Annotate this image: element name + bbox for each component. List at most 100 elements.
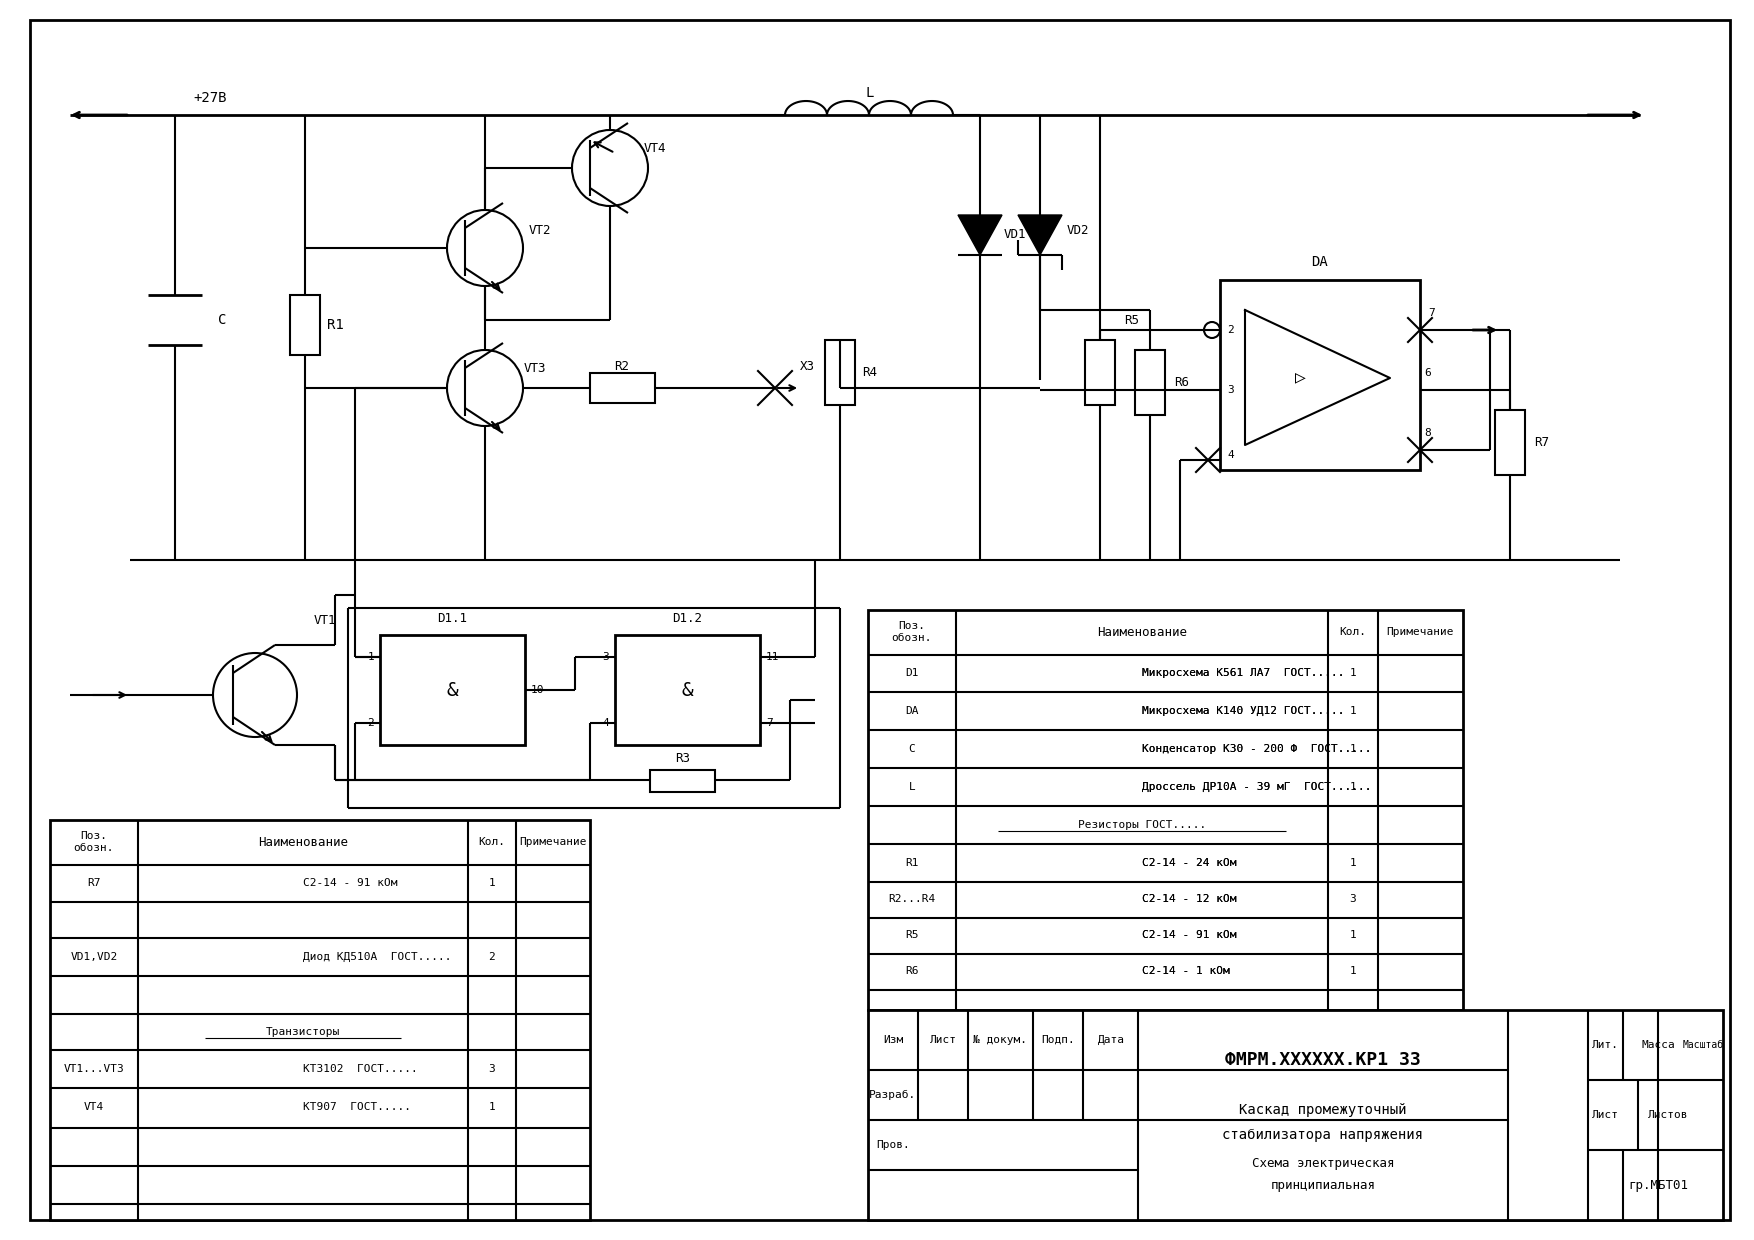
Text: R5: R5 — [1124, 314, 1140, 326]
Text: Микросхема К140 УД12 ГОСТ.....: Микросхема К140 УД12 ГОСТ..... — [1142, 706, 1345, 715]
Bar — [1086, 340, 1116, 405]
Text: 1: 1 — [1349, 782, 1356, 792]
Bar — [51, 820, 589, 1220]
Text: Лист: Лист — [1591, 1110, 1619, 1120]
Text: 4: 4 — [602, 718, 609, 728]
Text: &: & — [447, 681, 458, 699]
Text: R5: R5 — [905, 930, 919, 940]
Text: L: L — [909, 782, 916, 792]
Bar — [868, 1011, 1722, 1220]
Text: Масштаб: Масштаб — [1682, 1040, 1724, 1050]
Text: R3: R3 — [675, 751, 691, 765]
Polygon shape — [1017, 215, 1061, 255]
Text: Кол.: Кол. — [479, 837, 505, 847]
Text: 1: 1 — [367, 652, 374, 662]
Text: R1: R1 — [326, 317, 344, 332]
Circle shape — [447, 350, 523, 427]
Text: 1: 1 — [1349, 930, 1356, 940]
Text: 1: 1 — [1349, 668, 1356, 678]
Text: 1: 1 — [489, 1102, 495, 1112]
Text: Микросхема К561 ЛА7  ГОСТ.....: Микросхема К561 ЛА7 ГОСТ..... — [1142, 668, 1345, 678]
Bar — [381, 635, 524, 745]
Text: C: C — [909, 744, 916, 754]
Text: R1: R1 — [905, 858, 919, 868]
Polygon shape — [1245, 310, 1389, 445]
Text: 3: 3 — [1349, 894, 1356, 904]
Text: Пров.: Пров. — [877, 1140, 910, 1149]
Circle shape — [212, 653, 296, 737]
Text: 7: 7 — [766, 718, 774, 728]
Text: &: & — [682, 681, 693, 699]
Text: № докум.: № докум. — [973, 1035, 1028, 1045]
Circle shape — [447, 210, 523, 286]
Text: Лит.: Лит. — [1591, 1040, 1619, 1050]
Text: X3: X3 — [800, 360, 814, 372]
Text: 3: 3 — [602, 652, 609, 662]
Bar — [1135, 350, 1165, 415]
Bar — [289, 295, 319, 355]
Text: принципиальная: принципиальная — [1270, 1178, 1375, 1192]
Text: VT1...VT3: VT1...VT3 — [63, 1064, 125, 1074]
Text: ФМРМ.XXXXXX.КР1 ЗЗ: ФМРМ.XXXXXX.КР1 ЗЗ — [1224, 1052, 1421, 1069]
Text: гр.МБТ01: гр.МБТ01 — [1628, 1178, 1687, 1192]
Bar — [868, 610, 1463, 1011]
Text: Лист: Лист — [930, 1035, 956, 1045]
Text: Разраб.: Разраб. — [870, 1090, 917, 1100]
Bar — [589, 373, 654, 403]
Text: 2: 2 — [367, 718, 374, 728]
Text: VD2: VD2 — [1066, 223, 1089, 237]
Text: Примечание: Примечание — [519, 837, 588, 847]
Circle shape — [572, 130, 647, 206]
Text: Дроссель ДР10А - 39 мГ  ГОСТ......: Дроссель ДР10А - 39 мГ ГОСТ...... — [1142, 782, 1372, 792]
Text: VT4: VT4 — [84, 1102, 103, 1112]
Text: стабилизатора напряжения: стабилизатора напряжения — [1223, 1128, 1424, 1142]
Text: 8: 8 — [1424, 428, 1431, 438]
Text: 7: 7 — [1428, 308, 1435, 317]
Circle shape — [1203, 322, 1221, 339]
Text: VT3: VT3 — [524, 362, 545, 374]
Text: Изм: Изм — [882, 1035, 903, 1045]
Text: Конденсатор К30 - 200 Ф  ГОСТ.....: Конденсатор К30 - 200 Ф ГОСТ..... — [1142, 744, 1372, 754]
Text: Схема электрическая: Схема электрическая — [1252, 1157, 1394, 1169]
Text: DA: DA — [905, 706, 919, 715]
Text: С2-14 - 24 кОм: С2-14 - 24 кОм — [1142, 858, 1237, 868]
Text: Дата: Дата — [1098, 1035, 1124, 1045]
Text: КТ3102  ГОСТ.....: КТ3102 ГОСТ..... — [303, 1064, 417, 1074]
Text: Транзисторы: Транзисторы — [267, 1027, 340, 1037]
Text: 2: 2 — [489, 952, 495, 962]
Text: Конденсатор К30 - 200 Ф  ГОСТ.....: Конденсатор К30 - 200 Ф ГОСТ..... — [1142, 744, 1372, 754]
Text: С2-14 - 91 кОм: С2-14 - 91 кОм — [1142, 930, 1237, 940]
Text: С2-14 - 12 кОм: С2-14 - 12 кОм — [1142, 894, 1237, 904]
Text: 1: 1 — [1349, 744, 1356, 754]
Text: С2-14 - 24 кОм: С2-14 - 24 кОм — [1142, 858, 1237, 868]
Text: С2-14 - 1 кОм: С2-14 - 1 кОм — [1142, 966, 1230, 976]
Text: 11: 11 — [766, 652, 779, 662]
Text: С2-14 - 12 кОм: С2-14 - 12 кОм — [1142, 894, 1237, 904]
Text: Микросхема К140 УД12 ГОСТ.....: Микросхема К140 УД12 ГОСТ..... — [1142, 706, 1345, 715]
Text: 1: 1 — [1349, 706, 1356, 715]
Text: R6: R6 — [905, 966, 919, 976]
Text: R4: R4 — [863, 367, 877, 379]
Polygon shape — [958, 215, 1002, 255]
Text: Примечание: Примечание — [1386, 627, 1454, 637]
Text: R7: R7 — [1535, 436, 1549, 450]
Text: R2: R2 — [614, 360, 630, 372]
Text: C: C — [217, 312, 226, 327]
Text: 1: 1 — [1349, 966, 1356, 976]
Text: R2...R4: R2...R4 — [888, 894, 935, 904]
Text: R7: R7 — [88, 878, 100, 888]
Text: Листов: Листов — [1647, 1110, 1689, 1120]
Text: С2-14 - 91 кОм: С2-14 - 91 кОм — [303, 878, 398, 888]
Text: Поз.
обозн.: Поз. обозн. — [891, 621, 931, 642]
Text: L: L — [866, 86, 873, 100]
Text: Кол.: Кол. — [1340, 627, 1366, 637]
Text: +27B: +27B — [193, 91, 226, 105]
Bar — [824, 340, 854, 405]
Text: 4: 4 — [1228, 450, 1233, 460]
Text: DA: DA — [1312, 255, 1328, 269]
Text: С2-14 - 1 кОм: С2-14 - 1 кОм — [1142, 966, 1230, 976]
Text: 3: 3 — [489, 1064, 495, 1074]
Text: 6: 6 — [1424, 368, 1431, 378]
Text: Микросхема К561 ЛА7  ГОСТ.....: Микросхема К561 ЛА7 ГОСТ..... — [1142, 668, 1345, 678]
Bar — [1494, 410, 1524, 475]
